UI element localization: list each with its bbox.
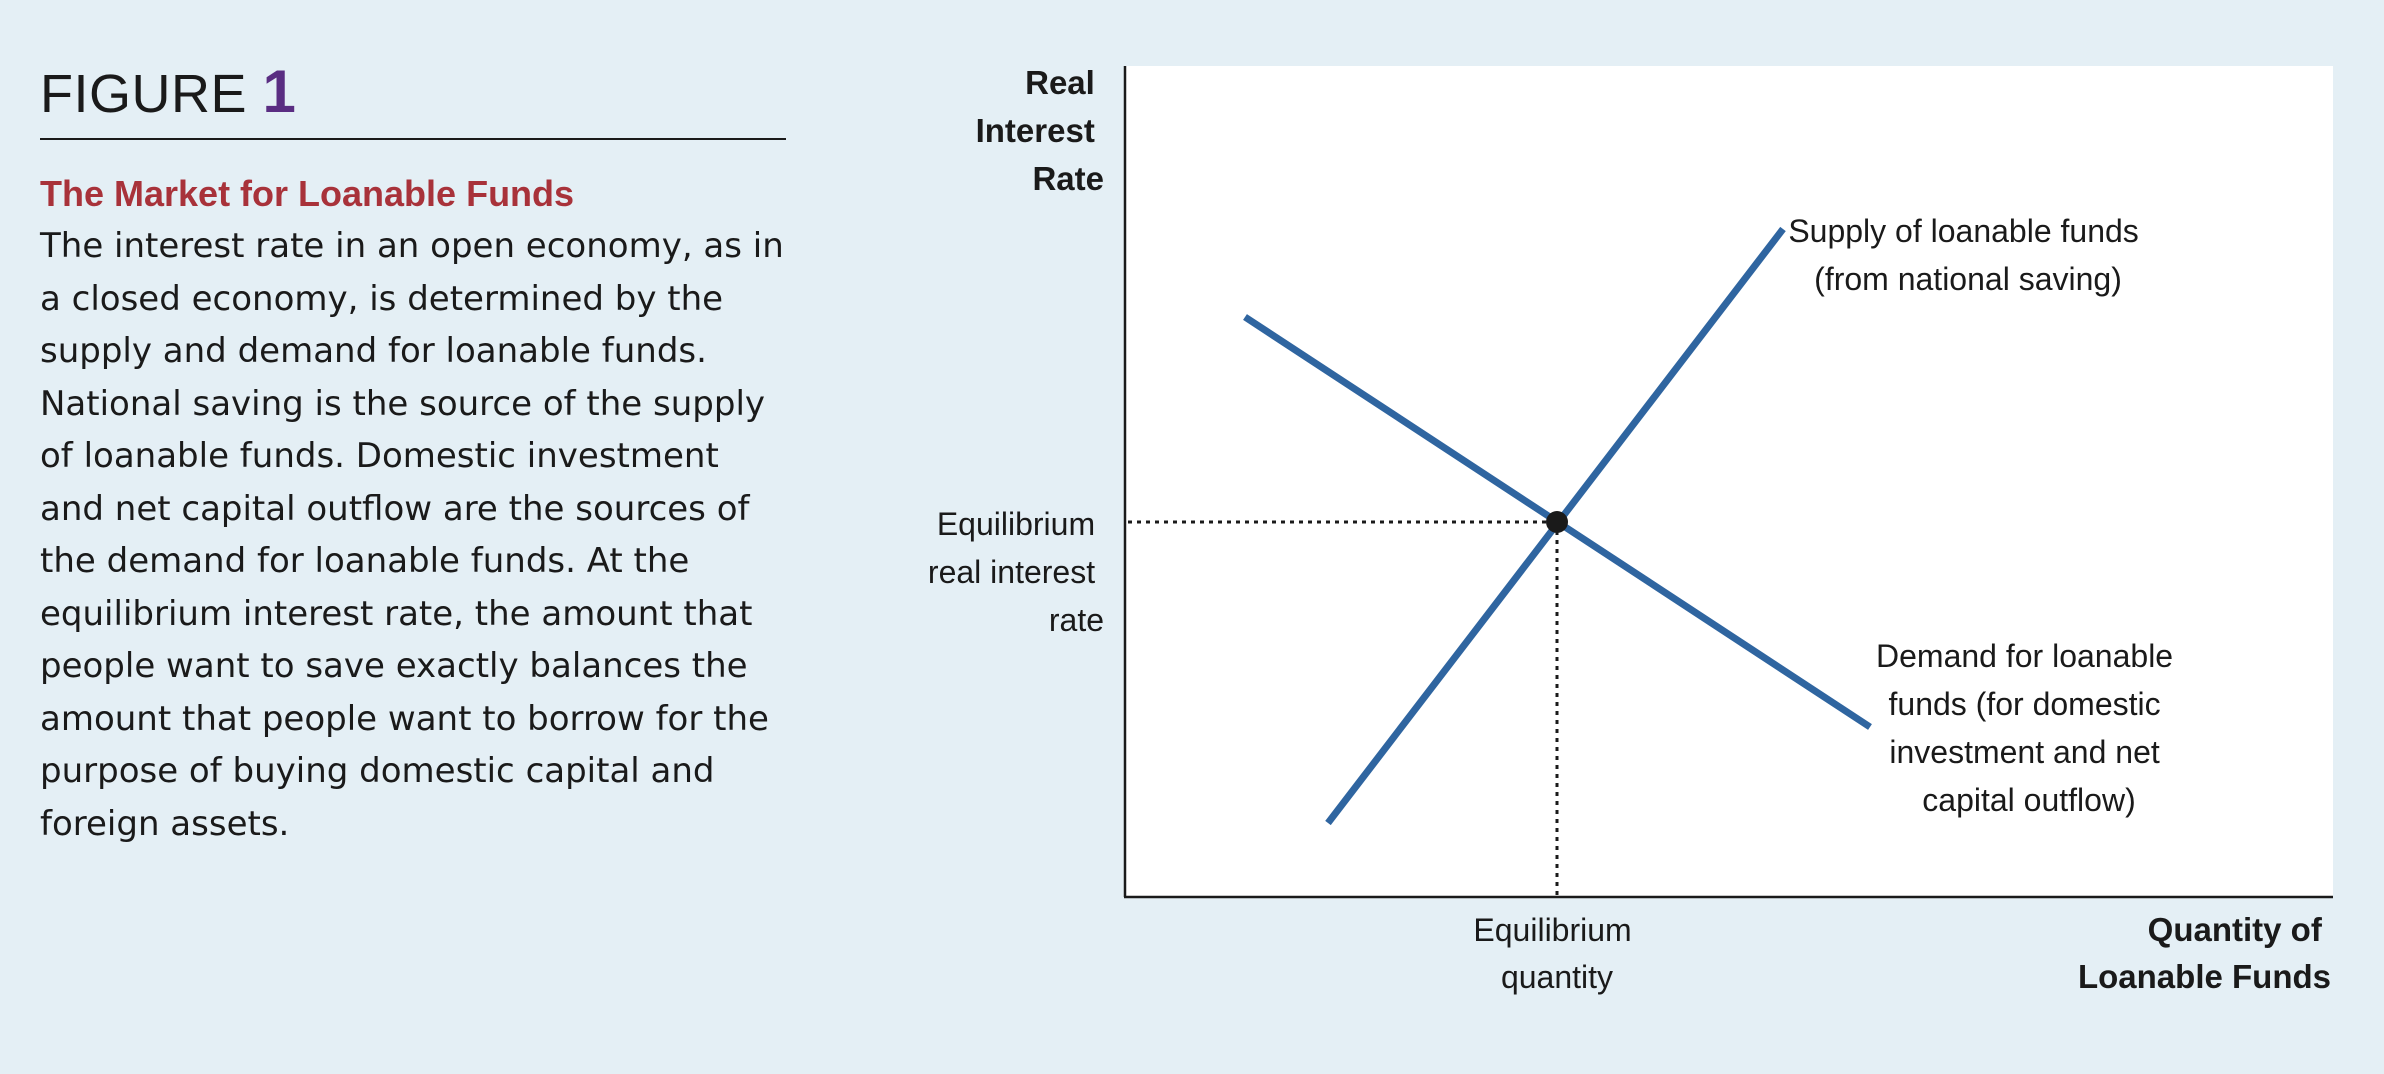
x-axis-label: Quantity of Loanable Funds [2078,911,2331,995]
figure-number: 1 [262,58,297,125]
y-axis-label: Real Interest Rate [976,64,1104,197]
equilibrium-rate-label: Equilibrium real interest rate [928,506,1104,638]
demand-curve-label: Demand for loanable funds (for domestic … [1876,638,2182,818]
heading-divider [40,138,786,140]
equilibrium-quantity-label: Equilibrium quantity [1473,912,1640,995]
equilibrium-point [1546,511,1568,533]
plot-area [1125,66,2333,896]
figure-description: The interest rate in an open economy, as… [40,226,784,844]
figure-label: FIGURE [40,64,248,124]
figure-heading: FIGURE 1 [40,56,786,130]
figure-title: The Market for Loanable Funds [40,173,575,214]
figure-caption: FIGURE 1 The Market for Loanable Funds T… [40,56,786,850]
supply-curve-label: Supply of loanable funds (from national … [1788,213,2147,297]
